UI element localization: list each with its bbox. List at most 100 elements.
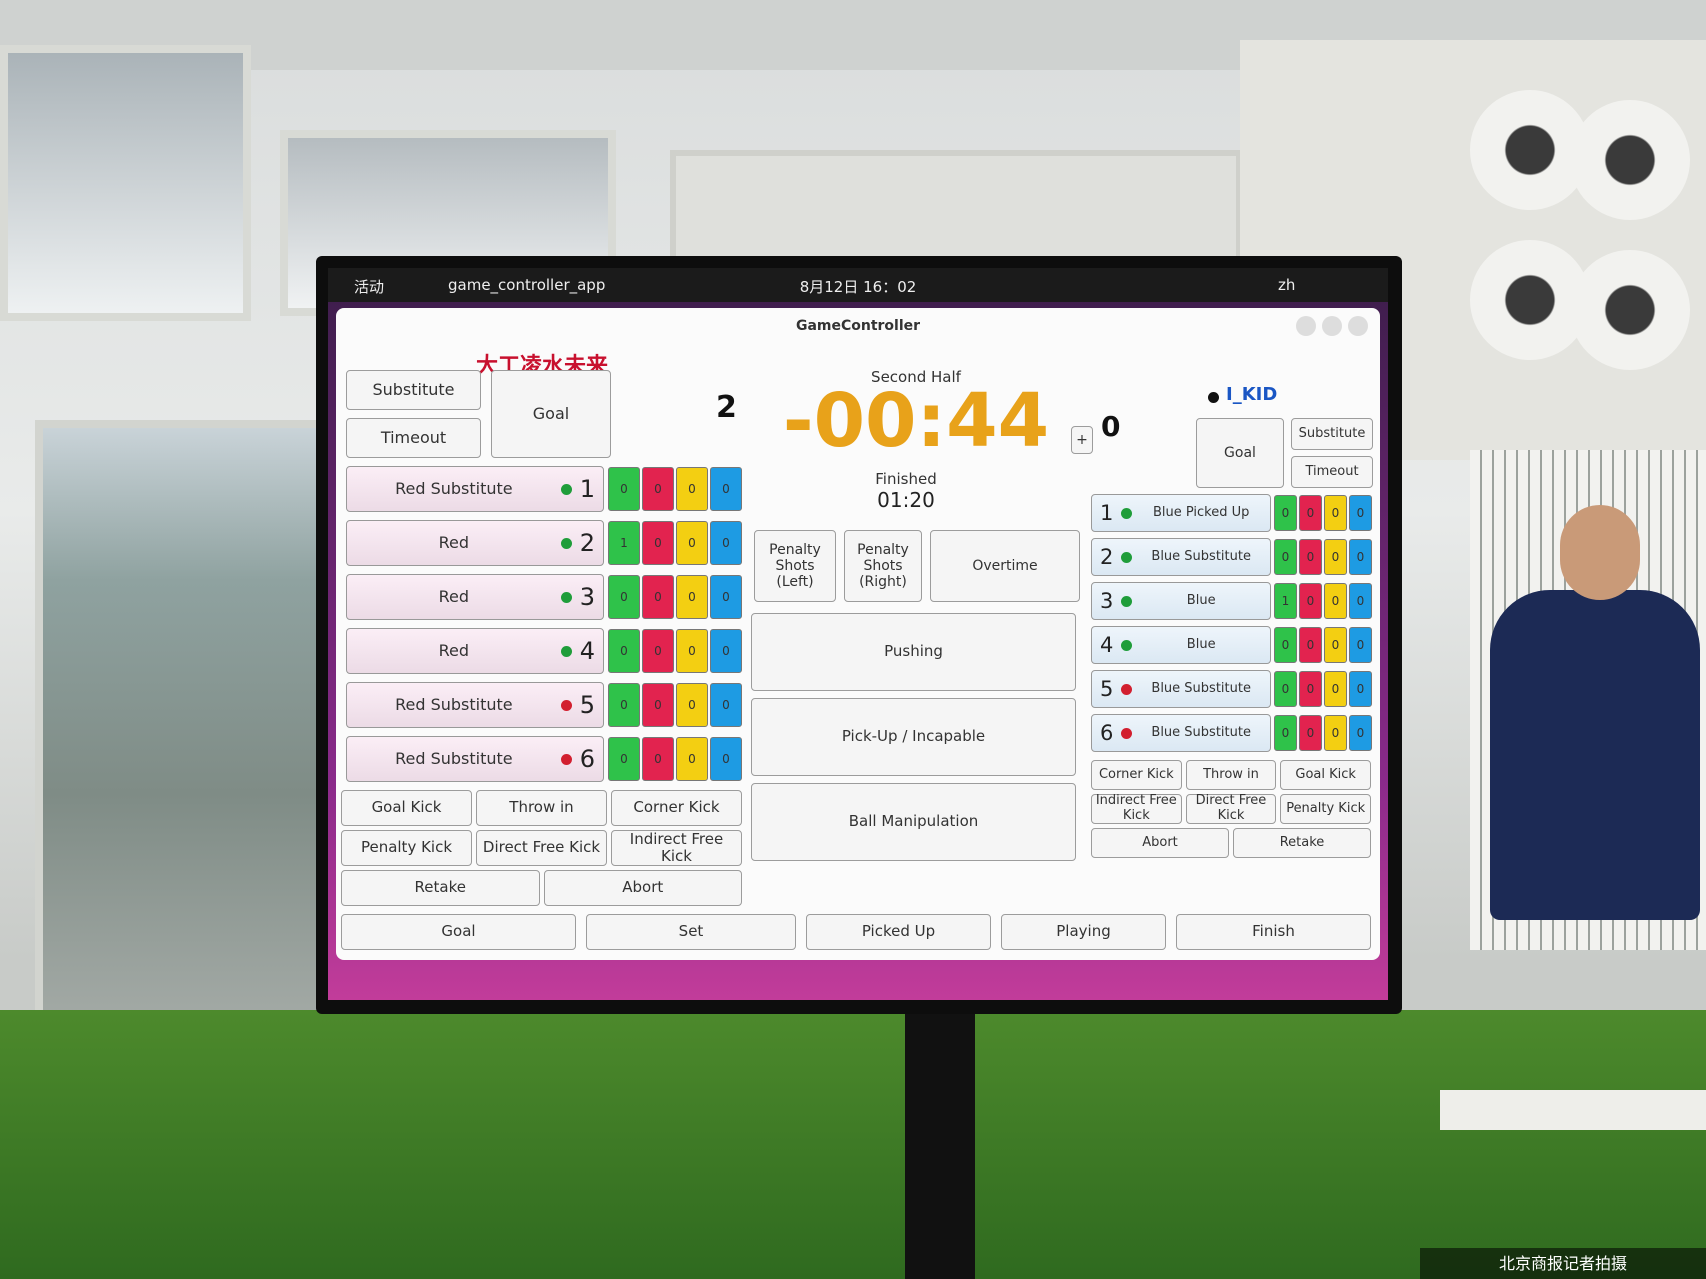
penalty-counter[interactable]: 0 — [1349, 539, 1372, 575]
state-button[interactable]: Set — [586, 914, 796, 950]
timeout-button[interactable]: Timeout — [346, 418, 481, 458]
state-button[interactable]: Goal — [341, 914, 576, 950]
penalty-counter[interactable]: 0 — [676, 683, 708, 727]
set-play-button[interactable]: Direct Free Kick — [1185, 793, 1277, 824]
player-button[interactable]: Red 2 — [346, 520, 604, 566]
maximize[interactable] — [1322, 316, 1342, 336]
penalty-counter[interactable]: 0 — [710, 629, 742, 673]
set-play-button[interactable]: Abort — [543, 870, 742, 906]
penalty-counter[interactable]: 0 — [1324, 627, 1347, 663]
player-button[interactable]: Red 3 — [346, 574, 604, 620]
penalty-counter[interactable]: 0 — [608, 683, 640, 727]
set-play-button[interactable]: Goal Kick — [1280, 760, 1371, 790]
penalty-button[interactable]: Pushing — [751, 613, 1076, 691]
set-play-button[interactable]: Throw in — [476, 790, 607, 826]
set-play-button[interactable]: Corner Kick — [1091, 760, 1182, 790]
penalty-counter[interactable]: 0 — [1274, 715, 1297, 751]
penalty-counter[interactable]: 0 — [710, 521, 742, 565]
state-button[interactable]: Playing — [1001, 914, 1166, 950]
penalty-counter[interactable]: 0 — [642, 467, 674, 511]
penalty-counter[interactable]: 0 — [676, 737, 708, 781]
player-button[interactable]: 3 Blue — [1091, 582, 1271, 620]
set-play-button[interactable]: Penalty Kick — [1280, 794, 1371, 824]
add-time-button[interactable]: + — [1071, 426, 1093, 454]
clock[interactable]: 8月12日 16：02 — [799, 278, 917, 296]
penalty-counter[interactable]: 0 — [1299, 715, 1322, 751]
penalty-counter[interactable]: 0 — [710, 467, 742, 511]
penalty-counter[interactable]: 0 — [1349, 583, 1372, 619]
set-play-button[interactable]: Abort — [1091, 828, 1229, 858]
window-controls[interactable] — [1296, 316, 1372, 338]
penalty-counter[interactable]: 0 — [1349, 715, 1372, 751]
set-play-button[interactable]: Corner Kick — [611, 790, 742, 826]
penalty-counter[interactable]: 0 — [1274, 627, 1297, 663]
penalty-counter[interactable]: 0 — [642, 575, 674, 619]
penalty-counter[interactable]: 0 — [1299, 627, 1322, 663]
player-button[interactable]: 4 Blue — [1091, 626, 1271, 664]
set-play-button[interactable]: Indirect Free Kick — [611, 830, 742, 866]
penalty-counter[interactable]: 0 — [608, 575, 640, 619]
penalty-counter[interactable]: 0 — [1324, 539, 1347, 575]
set-play-button[interactable]: Retake — [1233, 828, 1371, 858]
penalty-counter[interactable]: 0 — [710, 683, 742, 727]
penalty-counter[interactable]: 0 — [608, 629, 640, 673]
penalty-counter[interactable]: 0 — [1324, 495, 1347, 531]
penalty-counter[interactable]: 0 — [1274, 495, 1297, 531]
penalty-counter[interactable]: 0 — [1299, 539, 1322, 575]
penalty-button[interactable]: Pick-Up / Incapable — [751, 698, 1076, 776]
player-button[interactable]: 5 Blue Substitute — [1091, 670, 1271, 708]
penalty-counter[interactable]: 0 — [1349, 671, 1372, 707]
activities[interactable]: 活动 — [354, 278, 385, 296]
penalty-counter[interactable]: 0 — [676, 521, 708, 565]
penalty-counter[interactable]: 0 — [642, 737, 674, 781]
goal-button[interactable]: Goal — [1196, 418, 1284, 488]
player-button[interactable]: Red 4 — [346, 628, 604, 674]
penalty-shots-button[interactable]: Penalty Shots (Right) — [844, 530, 922, 602]
minimize[interactable] — [1296, 316, 1316, 336]
penalty-counter[interactable]: 1 — [1274, 583, 1297, 619]
penalty-counter[interactable]: 0 — [1299, 495, 1322, 531]
penalty-shots-button[interactable]: Penalty Shots (Left) — [754, 530, 836, 602]
penalty-counter[interactable]: 0 — [642, 521, 674, 565]
penalty-counter[interactable]: 0 — [710, 737, 742, 781]
penalty-counter[interactable]: 0 — [1349, 495, 1372, 531]
penalty-counter[interactable]: 0 — [1324, 715, 1347, 751]
penalty-counter[interactable]: 0 — [1324, 583, 1347, 619]
language[interactable]: zh — [1278, 276, 1296, 294]
set-play-button[interactable]: Throw in — [1185, 760, 1277, 790]
set-play-button[interactable]: Retake — [341, 870, 540, 906]
player-button[interactable]: Red Substitute 1 — [346, 466, 604, 512]
state-button[interactable]: Finish — [1176, 914, 1371, 950]
set-play-button[interactable]: Goal Kick — [341, 790, 472, 826]
penalty-counter[interactable]: 0 — [1349, 627, 1372, 663]
substitute-button[interactable]: Substitute — [346, 370, 481, 410]
player-button[interactable]: Red Substitute 6 — [346, 736, 604, 782]
penalty-counter[interactable]: 0 — [676, 467, 708, 511]
goal-button[interactable]: Goal — [491, 370, 611, 458]
penalty-counter[interactable]: 0 — [1274, 539, 1297, 575]
timeout-button[interactable]: Timeout — [1291, 456, 1373, 488]
penalty-counter[interactable]: 0 — [608, 467, 640, 511]
overtime-button[interactable]: Overtime — [930, 530, 1080, 602]
close[interactable] — [1348, 316, 1368, 336]
penalty-counter[interactable]: 0 — [710, 575, 742, 619]
penalty-counter[interactable]: 1 — [608, 521, 640, 565]
penalty-counter[interactable]: 0 — [1274, 671, 1297, 707]
penalty-counter[interactable]: 0 — [1324, 671, 1347, 707]
penalty-counter[interactable]: 0 — [676, 575, 708, 619]
substitute-button[interactable]: Substitute — [1291, 418, 1373, 450]
player-button[interactable]: Red Substitute 5 — [346, 682, 604, 728]
penalty-button[interactable]: Ball Manipulation — [751, 783, 1076, 861]
set-play-button[interactable]: Direct Free Kick — [476, 830, 607, 866]
set-play-button[interactable]: Indirect Free Kick — [1091, 793, 1182, 824]
player-button[interactable]: 1 Blue Picked Up — [1091, 494, 1271, 532]
player-button[interactable]: 2 Blue Substitute — [1091, 538, 1271, 576]
penalty-counter[interactable]: 0 — [642, 629, 674, 673]
set-play-button[interactable]: Penalty Kick — [341, 830, 472, 866]
player-button[interactable]: 6 Blue Substitute — [1091, 714, 1271, 752]
penalty-counter[interactable]: 0 — [1299, 583, 1322, 619]
penalty-counter[interactable]: 0 — [1299, 671, 1322, 707]
state-button[interactable]: Picked Up — [806, 914, 991, 950]
app-name[interactable]: game_controller_app — [448, 276, 606, 294]
penalty-counter[interactable]: 0 — [642, 683, 674, 727]
